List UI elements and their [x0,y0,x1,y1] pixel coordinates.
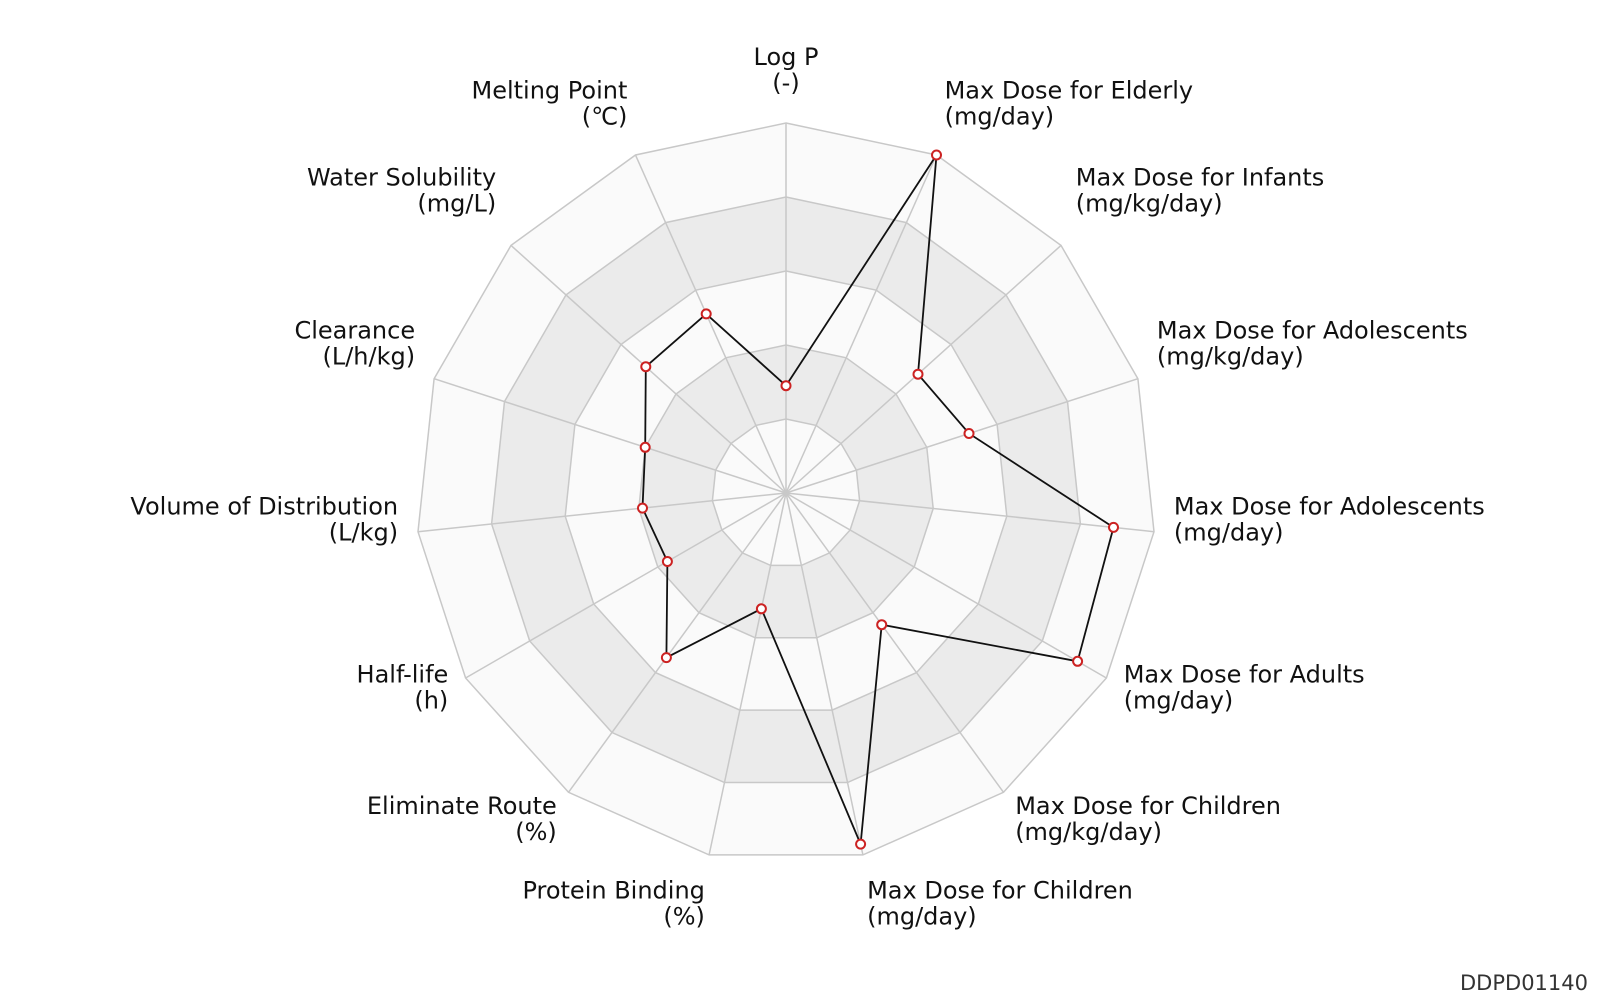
data-point [963,428,975,439]
axis-spoke [417,492,787,533]
axis-spoke [567,492,787,793]
axis-spoke [785,492,864,856]
axis-label: Max Dose for Adolescents (mg/day) [1174,492,1485,546]
axis-spoke [785,244,1062,494]
axis-label: Max Dose for Elderly (mg/day) [945,77,1194,131]
axis-spoke [708,492,787,856]
axis-label: Max Dose for Children (mg/kg/day) [1015,792,1281,846]
axis-spoke [785,154,938,494]
data-point [755,603,767,615]
axis-spoke [785,492,1155,533]
radar-series [637,149,1119,850]
axis-spoke [785,377,1139,494]
data-point [660,652,672,664]
axis-label: Water Solubility (mg/L) [307,164,496,218]
axis-label: Max Dose for Adolescents (mg/kg/day) [1157,317,1468,371]
axis-label: Max Dose for Children (mg/day) [867,877,1133,931]
axis-label: Max Dose for Infants (mg/kg/day) [1076,164,1325,218]
data-point [661,556,673,567]
data-point [855,838,867,850]
axis-spoke [433,377,787,494]
data-point [912,368,924,380]
data-point [876,619,888,631]
axis-label: Protein Binding (%) [522,877,704,931]
data-point [637,502,648,514]
axis-label: Volume of Distribution (L/kg) [130,492,398,546]
axis-label: Log P (-) [754,43,819,97]
data-point [931,149,942,161]
radar-axis-labels: Log P (-) Max Dose for Elderly (mg/day) Max … [130,43,1484,931]
axis-spoke [634,154,787,494]
data-point [780,380,792,392]
axis-label: Half-life (h) [357,661,449,715]
data-point [639,441,651,453]
data-point [1108,521,1119,533]
axis-spoke [785,492,1005,793]
radar-spokes [417,123,1155,856]
data-point [640,361,652,373]
axis-label: Max Dose for Adults (mg/day) [1124,661,1365,715]
axis-spoke [465,492,787,679]
data-point [700,308,712,320]
axis-label: Eliminate Route (%) [367,792,557,846]
data-point [1072,655,1084,667]
chart-watermark: DDPD01140 [1460,971,1588,995]
axis-label: Melting Point (℃) [472,77,628,131]
axis-spoke [785,492,1107,679]
series-line [641,154,1115,845]
axis-label: Clearance (L/h/kg) [294,317,415,371]
